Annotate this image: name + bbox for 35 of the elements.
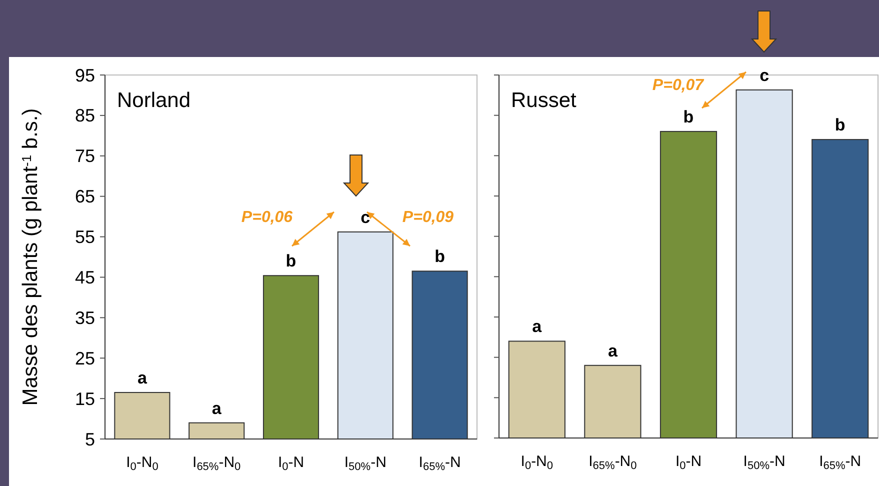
x-tick-label: I$_{65%}$-N$_{0}$ [192,454,241,474]
annotation: b [834,116,846,135]
x-tick-label: I$_{0}$-N$_{0}$ [126,454,158,474]
x-tick-label: I$_{65%}$-N [819,453,862,472]
annotation: a [137,368,148,388]
y-tick-label: 85 [74,106,95,126]
x-tick-label: I$_{0}$-N [278,454,304,474]
annotation: c [760,66,770,85]
y-tick-label: 35 [74,308,95,328]
y-tick-label: 65 [74,186,95,207]
x-tick-label: I$_{50%}$-N [344,454,386,474]
annotation: P=0,07 [652,77,705,94]
annotation: a [532,317,542,336]
y-tick-label: 25 [74,348,95,368]
y-tick-label: 15 [74,388,95,409]
y-tick-label: 55 [74,227,95,248]
annotation: a [212,398,222,418]
annotation: c [360,208,370,227]
x-tick-label: I$_{0}$-N [675,453,702,472]
y-tick-label: 45 [74,268,95,288]
x-tick-label: I$_{65%}$-N$_{0}$ [588,453,637,472]
annotation: P=0,09 [402,209,454,226]
annotation: a [608,341,618,360]
annotation: P=0,06 [241,209,293,226]
x-tick-label: I$_{65%}$-N [418,454,461,474]
text: Norland [117,89,191,112]
annotation: b [434,247,445,266]
x-tick-label: I$_{50%}$-N [743,453,786,472]
text: Russet [511,89,577,112]
annotation: b [683,107,694,126]
y-tick-label: 5 [84,429,95,450]
y-tick-label: 95 [74,65,95,86]
x-tick-label: I$_{0}$-N$_{0}$ [520,453,554,472]
y-tick-label: 75 [74,146,95,166]
annotation: b [286,252,296,271]
